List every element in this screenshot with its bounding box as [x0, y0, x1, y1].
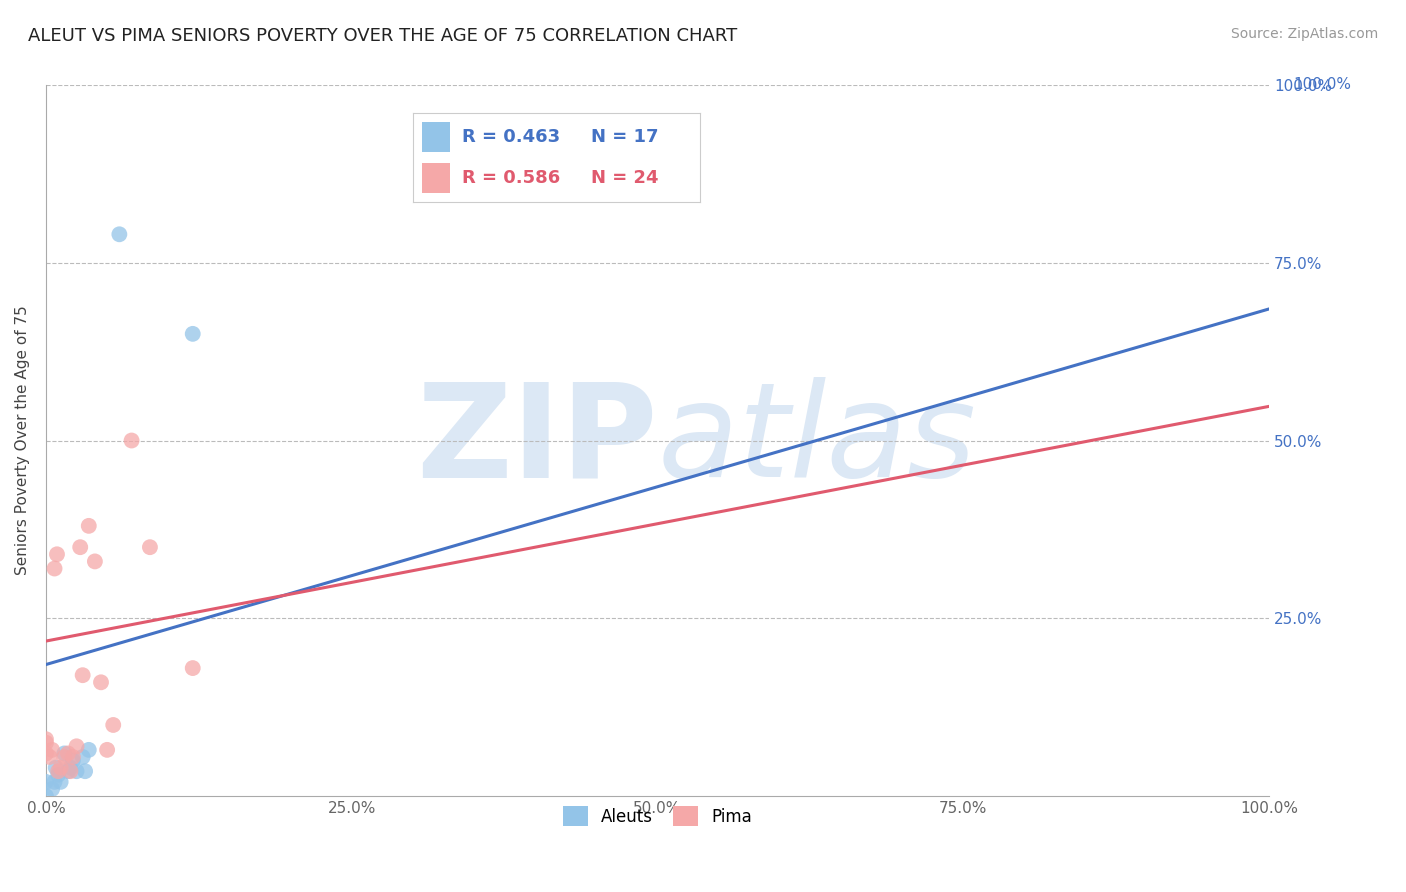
- Point: [53, 750, 76, 764]
- Point: [62, 754, 84, 768]
- Point: [41, 782, 63, 797]
- Point: [35, 775, 58, 789]
- Point: [56, 764, 79, 779]
- Point: [103, 718, 125, 732]
- Point: [90, 675, 112, 690]
- Point: [65, 764, 87, 779]
- Point: [46, 764, 69, 779]
- Point: [139, 540, 162, 554]
- Text: 100.0%: 100.0%: [1294, 78, 1351, 93]
- Text: ALEUT VS PIMA SENIORS POVERTY OVER THE AGE OF 75 CORRELATION CHART: ALEUT VS PIMA SENIORS POVERTY OVER THE A…: [28, 27, 737, 45]
- Point: [59, 761, 82, 775]
- Text: ZIP: ZIP: [416, 377, 658, 504]
- Point: [108, 227, 131, 242]
- Legend: Aleuts, Pima: Aleuts, Pima: [554, 798, 761, 834]
- Point: [96, 743, 118, 757]
- Point: [38, 750, 60, 764]
- Point: [62, 750, 84, 764]
- Point: [72, 668, 94, 682]
- Point: [72, 750, 94, 764]
- Point: [45, 761, 67, 775]
- Point: [46, 768, 69, 782]
- Point: [35, 747, 58, 761]
- Point: [75, 764, 97, 779]
- Point: [35, 789, 58, 803]
- Point: [181, 661, 204, 675]
- Point: [69, 540, 91, 554]
- Point: [56, 747, 79, 761]
- Point: [49, 761, 72, 775]
- Point: [65, 739, 87, 754]
- Point: [181, 326, 204, 341]
- Point: [49, 775, 72, 789]
- Point: [44, 561, 66, 575]
- Point: [35, 732, 58, 747]
- Point: [41, 743, 63, 757]
- Point: [83, 554, 105, 568]
- Y-axis label: Seniors Poverty Over the Age of 75: Seniors Poverty Over the Age of 75: [15, 306, 30, 575]
- Point: [35, 736, 58, 750]
- Point: [77, 743, 100, 757]
- Point: [77, 519, 100, 533]
- Point: [121, 434, 143, 448]
- Point: [44, 775, 66, 789]
- Text: Source: ZipAtlas.com: Source: ZipAtlas.com: [1230, 27, 1378, 41]
- Point: [53, 747, 76, 761]
- Text: atlas: atlas: [658, 377, 976, 504]
- Point: [46, 547, 69, 561]
- Point: [59, 764, 82, 779]
